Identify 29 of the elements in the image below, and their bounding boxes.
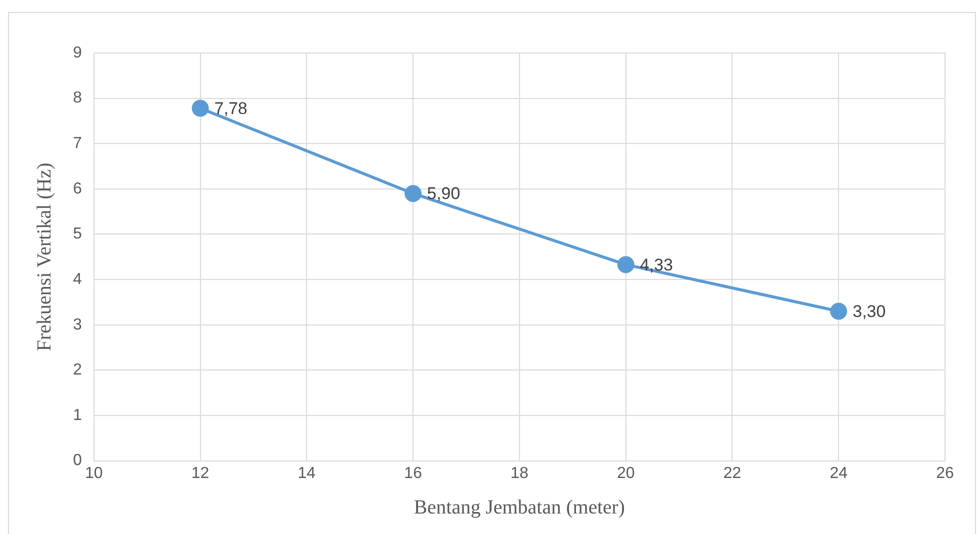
y-tick-label: 8 [72,90,82,107]
x-tick-label: 18 [510,464,528,482]
x-tick-label: 24 [830,464,848,482]
y-tick-label: 9 [72,44,82,62]
point [830,302,848,320]
point [617,256,634,274]
data-label: 5,90 [427,184,460,204]
point [404,184,422,202]
x-axis-title: Bentang Jembatan (meter) [414,496,625,518]
data-label: 4,33 [640,255,673,274]
x-tick-label: 26 [936,464,954,482]
y-tick-label: 1 [72,406,82,424]
data-label: 3,30 [852,302,886,321]
y-tick-label: 3 [72,316,82,334]
y-tick-label: 0 [72,452,82,470]
x-tick-label: 14 [298,464,316,482]
y-tick-label: 6 [72,180,82,198]
x-tick-label: 20 [616,464,635,482]
y-tick-label: 7 [72,135,82,152]
x-tick-label: 22 [723,464,742,482]
y-axis-title: Frekuensi Vertikal (Hz) [33,162,56,352]
y-tick-label: 2 [72,362,82,379]
data-label: 7,78 [214,98,248,118]
y-tick-label: 4 [72,270,82,288]
point [192,100,209,117]
x-tick-label: 12 [191,464,210,482]
y-tick-label: 5 [72,226,82,243]
x-tick-label: 10 [85,464,103,482]
x-tick-label: 16 [404,464,422,482]
